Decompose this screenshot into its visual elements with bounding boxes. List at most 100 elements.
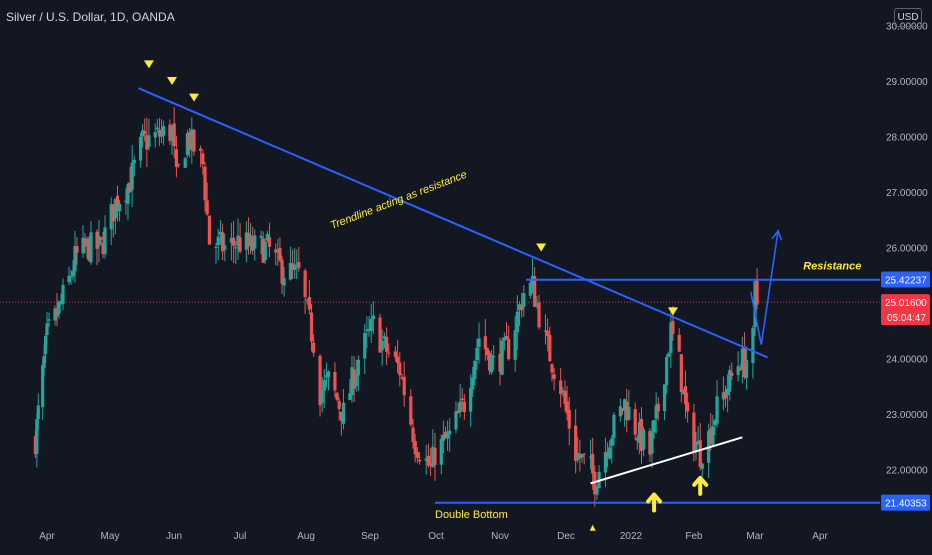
candle-body [147, 135, 151, 147]
price-label-box [881, 271, 930, 288]
last-price-label: 25.01600 05:04:47 [881, 294, 930, 326]
currency-button[interactable]: USD [894, 8, 922, 27]
candle-body [469, 388, 473, 412]
x-tick-label: Feb [685, 531, 703, 542]
candle-body [221, 232, 225, 252]
candle-body [218, 231, 222, 235]
candle [185, 129, 189, 158]
candle [382, 332, 386, 349]
candle [677, 328, 681, 353]
candle [350, 355, 354, 403]
candle [409, 389, 413, 427]
candle [103, 215, 107, 259]
candle-body [42, 355, 46, 369]
candle [595, 485, 599, 501]
down-marker [143, 60, 154, 69]
candle-body [382, 336, 386, 339]
candle-body [537, 302, 541, 328]
candle [290, 249, 295, 280]
candle-body [471, 377, 475, 390]
candle [363, 324, 367, 374]
candle-body [363, 332, 367, 359]
candle [426, 443, 430, 468]
candle-body [671, 320, 675, 334]
candle [147, 118, 151, 151]
candle [550, 363, 554, 382]
candle [259, 230, 263, 255]
candle-body [259, 235, 263, 238]
candle-body [371, 315, 375, 320]
candle-body [454, 411, 458, 430]
candle-body [448, 430, 452, 435]
candle [168, 119, 172, 145]
candle [128, 167, 132, 193]
candle [295, 249, 299, 280]
x-axis: Apr May Jun Jul Aug Sep Oct Nov Dec 2022 Feb Mar Apr [39, 531, 828, 542]
candle-body [97, 235, 101, 247]
candle-body [101, 242, 105, 255]
candle-body [290, 263, 295, 268]
candle-body [740, 348, 744, 369]
candle-body [713, 420, 717, 426]
candle-body [356, 359, 360, 376]
candle [483, 318, 487, 361]
candle-body [367, 328, 371, 332]
candle [87, 236, 91, 262]
candle [507, 325, 511, 361]
candle-body [755, 279, 759, 305]
candle [99, 237, 103, 244]
candle [253, 229, 257, 261]
candle-body [99, 237, 103, 240]
candle [352, 355, 356, 402]
candle-body [723, 391, 728, 399]
candle [172, 107, 176, 159]
candle [174, 135, 178, 178]
candle-body [639, 419, 644, 451]
candle [73, 230, 77, 283]
candle [324, 362, 329, 388]
candle [652, 419, 656, 439]
candle [162, 120, 166, 146]
candle-body [67, 275, 71, 283]
candle-body [365, 329, 369, 331]
candle [625, 388, 629, 433]
candle [696, 426, 700, 445]
candle [138, 132, 143, 168]
candle-body [53, 308, 57, 321]
candle-body [337, 400, 341, 409]
candle-body [170, 126, 174, 142]
candle [411, 419, 415, 449]
candle [561, 387, 565, 397]
candle-body [456, 410, 460, 414]
candle-body [322, 380, 326, 391]
candle [396, 340, 400, 374]
candle-body [251, 237, 255, 251]
candle [565, 386, 569, 421]
candle [356, 355, 360, 392]
candle-body [504, 336, 509, 340]
candle [303, 268, 307, 314]
candle [576, 437, 580, 464]
candle-body [320, 390, 324, 404]
candle-body [595, 486, 599, 495]
candle [548, 326, 552, 362]
candle-body [369, 318, 373, 332]
candle-body [742, 347, 747, 378]
candle-body [398, 362, 402, 376]
x-tick-label: Nov [491, 531, 509, 542]
candle [267, 222, 272, 258]
candle [199, 145, 203, 168]
candle-body [623, 399, 627, 410]
candle-body [183, 158, 187, 168]
last-price-box [881, 294, 930, 326]
candle-body [339, 411, 343, 421]
candle-body [188, 132, 192, 150]
candle-body [162, 126, 166, 136]
candle-body [533, 276, 537, 307]
y-tick-label: 29.00000 [886, 77, 928, 88]
candle-body [483, 336, 487, 350]
candle [113, 198, 117, 235]
candle-body [711, 426, 715, 445]
